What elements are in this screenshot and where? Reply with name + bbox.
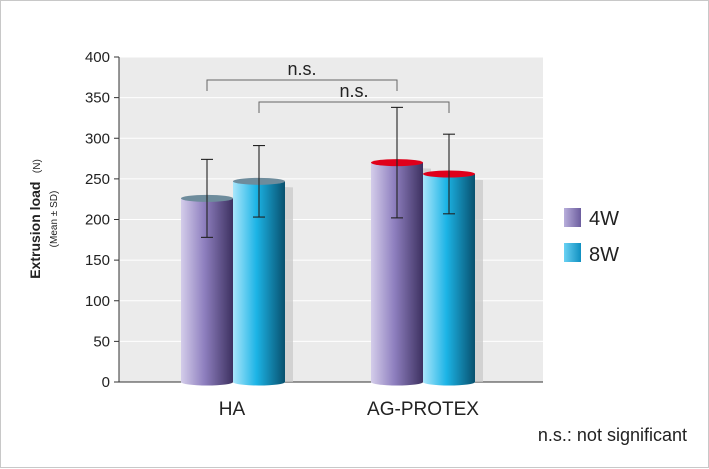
bar-HA-4W	[181, 194, 241, 386]
y-tick-label: 400	[85, 49, 110, 66]
significance-bracket: n.s.	[206, 59, 398, 91]
y-axis-unit: (N)	[32, 159, 43, 173]
y-tick-label: 100	[85, 293, 110, 310]
y-axis: 0 50 100 150 200 250 300 350 400	[85, 49, 543, 391]
footnote: n.s.: not significant	[538, 425, 687, 445]
bar-AG-PROTEX-4W	[371, 159, 431, 386]
y-tick-label: 200	[85, 212, 110, 229]
y-tick-label: 150	[85, 252, 110, 269]
error-bar-HA-4W	[201, 158, 213, 238]
significance-bracket: n.s.	[258, 81, 450, 113]
significance-brackets: n.s. n.s.	[206, 59, 450, 113]
legend: 4W 8W	[564, 208, 619, 266]
bars	[181, 159, 483, 386]
y-axis-label: Extrusion load	[27, 182, 43, 279]
legend-swatch-8W	[564, 243, 581, 262]
x-tick-label-HA: HA	[219, 399, 246, 420]
x-tick-label-AG-PROTEX: AG-PROTEX	[367, 399, 479, 420]
significance-label: n.s.	[339, 81, 368, 101]
y-axis-title: Extrusion load (N) (Mean ± SD)	[27, 159, 60, 279]
error-bar-AG-PROTEX-4W	[391, 106, 403, 219]
y-tick-label: 350	[85, 90, 110, 107]
bar-AG-PROTEX-8W	[423, 170, 483, 386]
error-bar-HA-8W	[253, 145, 265, 218]
legend-swatch-4W	[564, 208, 581, 227]
svg-text:Extrusion load (N): Extrusion load (N)	[27, 159, 44, 279]
bar-HA-8W	[233, 177, 293, 386]
legend-label-4W: 4W	[589, 208, 619, 230]
y-tick-label: 250	[85, 171, 110, 188]
y-tick-label: 0	[102, 374, 110, 391]
significance-label: n.s.	[287, 59, 316, 79]
error-bars	[201, 106, 455, 238]
y-tick-label: 300	[85, 130, 110, 147]
y-axis-note: (Mean ± SD)	[49, 191, 60, 248]
error-bar-AG-PROTEX-8W	[443, 133, 455, 215]
legend-label-8W: 8W	[589, 244, 619, 266]
y-tick-label: 50	[93, 333, 110, 350]
